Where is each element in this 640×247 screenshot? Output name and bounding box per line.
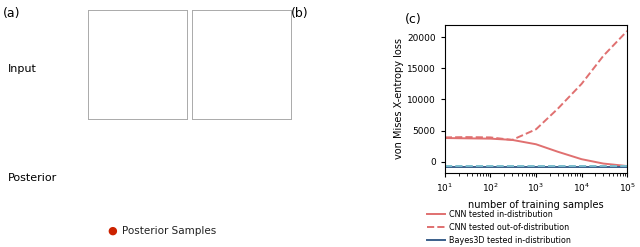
Text: Posterior Samples: Posterior Samples <box>122 226 216 236</box>
Y-axis label: von Mises X-entropy loss: von Mises X-entropy loss <box>394 38 404 159</box>
Text: (a): (a) <box>3 7 20 21</box>
Legend: CNN tested in-distribution, CNN tested out-of-distribution, Bayes3D tested in-di: CNN tested in-distribution, CNN tested o… <box>427 209 587 247</box>
X-axis label: number of training samples: number of training samples <box>468 200 604 210</box>
Text: Input: Input <box>8 64 36 74</box>
Text: (b): (b) <box>291 7 309 21</box>
Text: Posterior: Posterior <box>8 173 57 183</box>
Text: (c): (c) <box>404 13 421 26</box>
Text: ●: ● <box>107 226 117 236</box>
